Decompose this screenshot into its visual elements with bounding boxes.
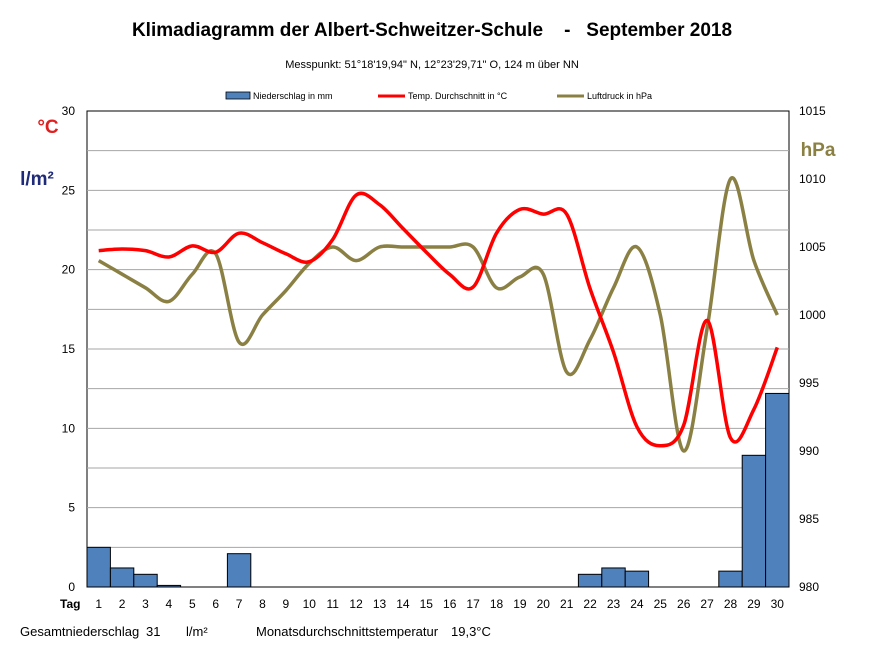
x-tick-label: 25 <box>654 597 668 611</box>
x-axis-label: Tag <box>60 597 80 611</box>
right-tick-label: 1005 <box>799 240 826 254</box>
x-tick-label: 3 <box>142 597 149 611</box>
x-tick-label: 4 <box>166 597 173 611</box>
x-tick-label: 11 <box>326 597 339 611</box>
total-precip-value: 31 <box>146 624 160 639</box>
precip-bar <box>718 570 743 588</box>
x-tick-label: 12 <box>349 597 363 611</box>
x-tick-label: 30 <box>771 597 785 611</box>
x-tick-label: 16 <box>443 597 457 611</box>
x-tick-label: 19 <box>513 597 527 611</box>
x-tick-label: 14 <box>396 597 410 611</box>
x-tick-label: 7 <box>236 597 243 611</box>
chart-title: Klimadiagramm der Albert-Schweitzer-Schu… <box>132 20 732 41</box>
chart-subtitle: Messpunkt: 51°18'19,94" N, 12°23'29,71" … <box>285 59 579 71</box>
x-tick-label: 24 <box>630 597 644 611</box>
right-tick-label: 1015 <box>799 104 826 118</box>
left-axis-ticks: 0 5 10 15 20 25 30 <box>62 104 76 594</box>
precip-bar <box>765 392 790 588</box>
x-tick-label: 26 <box>677 597 691 611</box>
x-tick-label: 20 <box>537 597 551 611</box>
avg-temp-value: 19,3°C <box>451 624 491 639</box>
left-tick-label: 10 <box>62 421 76 435</box>
right-tick-label: 995 <box>799 376 819 390</box>
right-tick-label: 980 <box>799 580 819 594</box>
x-tick-label: 28 <box>724 597 738 611</box>
legend-swatch-precip <box>225 91 251 100</box>
x-tick-label: 21 <box>560 597 574 611</box>
chart-legend: Niederschlag in mm Temp. Durchschnitt in … <box>225 91 652 101</box>
right-tick-label: 985 <box>799 512 819 526</box>
total-precip-label: Gesamtniederschlag <box>20 624 139 639</box>
precip-bar <box>577 573 603 588</box>
left-tick-label: 5 <box>68 501 75 515</box>
right-axis-unit-hpa: hPa <box>801 140 836 161</box>
x-axis-ticks: 1 2 3 4 5 6 7 8 9 10 11 12 13 14 15 16 17 18 19 20 21 22 23 24 2… <box>95 597 784 611</box>
legend-label-temp: Temp. Durchschnitt in °C <box>408 91 508 101</box>
right-tick-label: 1010 <box>799 172 826 186</box>
pressure-line <box>97 176 779 453</box>
x-tick-label: 17 <box>466 597 480 611</box>
right-tick-label: 990 <box>799 444 819 458</box>
left-tick-label: 25 <box>62 183 76 197</box>
legend-label-pressure: Luftdruck in hPa <box>587 91 652 101</box>
x-tick-label: 5 <box>189 597 196 611</box>
left-tick-label: 30 <box>62 104 76 118</box>
total-precip-unit: l/m² <box>186 624 208 639</box>
right-axis-ticks: 980 985 990 995 1000 1005 1010 1015 <box>799 104 826 594</box>
x-tick-label: 2 <box>119 597 126 611</box>
temperature-line <box>98 191 779 448</box>
x-tick-label: 9 <box>283 597 290 611</box>
precip-bar <box>741 454 767 588</box>
precip-bar <box>86 546 111 588</box>
right-tick-label: 1000 <box>799 308 826 322</box>
x-tick-label: 18 <box>490 597 504 611</box>
left-axis-unit-precip: l/m² <box>20 169 54 190</box>
x-tick-label: 13 <box>373 597 387 611</box>
precip-bar <box>133 573 158 588</box>
x-tick-label: 29 <box>747 597 761 611</box>
x-tick-label: 22 <box>583 597 597 611</box>
avg-temp-label: Monatsdurchschnittstemperatur <box>256 624 439 639</box>
x-tick-label: 15 <box>420 597 434 611</box>
x-tick-label: 23 <box>607 597 621 611</box>
precip-bar <box>109 567 135 588</box>
x-tick-label: 27 <box>700 597 714 611</box>
left-tick-label: 15 <box>62 342 76 356</box>
left-axis-unit-celsius: °C <box>37 117 59 138</box>
x-tick-label: 1 <box>95 597 102 611</box>
x-tick-label: 10 <box>303 597 317 611</box>
x-tick-label: 8 <box>259 597 266 611</box>
left-tick-label: 0 <box>68 580 75 594</box>
precip-bar <box>226 553 252 588</box>
precip-bar <box>624 570 650 588</box>
left-tick-label: 20 <box>62 263 76 277</box>
legend-label-precip: Niederschlag in mm <box>253 91 333 101</box>
x-tick-label: 6 <box>212 597 219 611</box>
precipitation-bars <box>86 392 790 588</box>
precip-bar <box>601 567 626 588</box>
